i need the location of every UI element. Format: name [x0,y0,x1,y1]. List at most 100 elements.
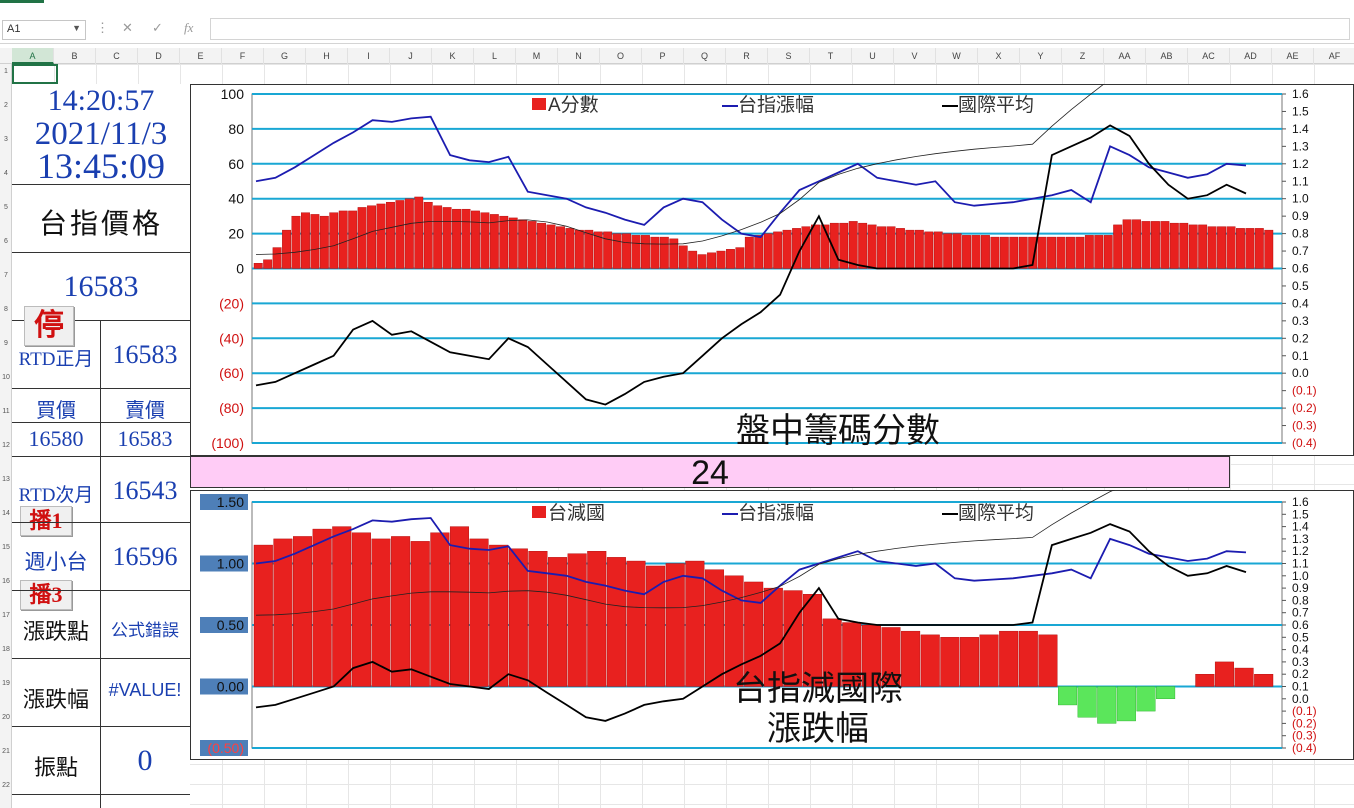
row-header-6[interactable]: 6 [4,238,8,245]
formula-input[interactable] [210,18,1350,40]
insert-function-button[interactable]: fx [184,20,194,35]
row-header-18[interactable]: 18 [2,646,10,653]
row-header-7[interactable]: 7 [4,272,8,279]
row-header-2[interactable]: 2 [4,102,8,109]
bar [404,198,414,269]
column-header-d[interactable]: D [138,48,180,64]
row-header-10[interactable]: 10 [2,374,10,381]
selected-cell[interactable] [12,64,58,84]
play3-button[interactable]: 播3 [20,580,72,610]
bar [1018,630,1038,687]
column-header-f[interactable]: F [222,48,264,64]
enter-button[interactable]: ✓ [152,20,163,35]
column-header-u[interactable]: U [852,48,894,64]
bar [469,538,489,687]
column-header-g[interactable]: G [264,48,306,64]
column-header-o[interactable]: O [600,48,642,64]
bar [499,215,509,269]
chip-score-chart[interactable]: 100 80 60 40 20 0 (20) (40) (60) (80) (100) 1.6 1.5 1… [190,60,1354,456]
column-header-w[interactable]: W [936,48,978,64]
row-header-3[interactable]: 3 [4,136,8,143]
bar [293,536,313,687]
column-header-p[interactable]: P [642,48,684,64]
bar [1264,229,1274,269]
column-header-h[interactable]: H [306,48,348,64]
column-header-ad[interactable]: AD [1230,48,1272,64]
y-left-tick: (0.50) [207,740,244,756]
series-line-2 [255,124,1247,406]
y-right-tick: 0.1 [1292,349,1309,363]
bar [650,236,660,269]
column-header-i[interactable]: I [348,48,390,64]
stop-button[interactable]: 停 [24,306,74,346]
row-header-8[interactable]: 8 [4,306,8,313]
row-header-13[interactable]: 13 [2,476,10,483]
column-header-k[interactable]: K [432,48,474,64]
row-header-16[interactable]: 16 [2,578,10,585]
row-header-9[interactable]: 9 [4,340,8,347]
row-header-19[interactable]: 19 [2,680,10,687]
bar [1254,228,1264,269]
row-header-11[interactable]: 11 [2,408,10,415]
row-header-14[interactable]: 14 [2,510,10,517]
change-percent-value: #VALUE! [108,680,182,700]
column-header-q[interactable]: Q [684,48,726,64]
bar [952,233,962,269]
column-header-ae[interactable]: AE [1272,48,1314,64]
bar [1141,221,1151,269]
row-header-20[interactable]: 20 [2,714,10,721]
bar [376,203,386,269]
y-right-tick: 1.5 [1292,507,1309,521]
column-header-ac[interactable]: AC [1188,48,1230,64]
cancel-button[interactable]: ✕ [122,20,133,35]
bar [940,637,960,687]
column-header-af[interactable]: AF [1314,48,1354,64]
bar [1009,236,1019,269]
price-value: 16583 [63,270,139,303]
diff-chart-svg: 1.50 1.00 0.50 0.00 (0.50) 1.61.51.41.31.21.1… [190,478,1354,760]
y-right-tick: 0.9 [1292,209,1309,223]
column-header-ab[interactable]: AB [1146,48,1188,64]
column-header-c[interactable]: C [96,48,138,64]
play1-button[interactable]: 播1 [20,506,72,536]
column-header-m[interactable]: M [516,48,558,64]
column-header-l[interactable]: L [474,48,516,64]
bar [877,226,886,269]
chevron-down-icon[interactable]: ▼ [72,23,81,33]
column-header-b[interactable]: B [54,48,96,64]
row-header-4[interactable]: 4 [4,170,8,177]
row-header-5[interactable]: 5 [4,204,8,211]
y-right-tick: 0.2 [1292,331,1309,345]
bar [1113,224,1123,269]
column-header-n[interactable]: N [558,48,600,64]
row-header-17[interactable]: 17 [2,612,10,619]
row-header-12[interactable]: 12 [2,442,10,449]
bar [371,538,391,687]
column-header-r[interactable]: R [726,48,768,64]
column-header-x[interactable]: X [978,48,1020,64]
row-header-15[interactable]: 15 [2,544,10,551]
column-header-aa[interactable]: AA [1104,48,1146,64]
row-header-21[interactable]: 21 [2,748,10,755]
bar [858,222,868,269]
column-header-v[interactable]: V [894,48,936,64]
column-header-z[interactable]: Z [1062,48,1104,64]
y-right-tick: 0.8 [1292,227,1309,241]
y-left-tick: 100 [221,86,245,102]
bar [319,215,329,269]
bar [886,226,896,269]
column-header-j[interactable]: J [390,48,432,64]
row-header-1[interactable]: 1 [4,68,8,75]
column-header-e[interactable]: E [180,48,222,64]
name-box[interactable]: A1 ▼ [2,20,86,40]
column-header-s[interactable]: S [768,48,810,64]
bar [253,544,273,687]
column-header-a[interactable]: A [12,48,54,64]
column-header-t[interactable]: T [810,48,852,64]
bar [1151,221,1160,269]
row-header-22[interactable]: 22 [2,782,10,789]
bar [716,250,726,269]
column-header-y[interactable]: Y [1020,48,1062,64]
diff-chart[interactable]: 1.50 1.00 0.50 0.00 (0.50) 1.6 1.5 1.4 1.3 1.2 1.1… [190,478,1354,760]
bar [933,231,943,269]
